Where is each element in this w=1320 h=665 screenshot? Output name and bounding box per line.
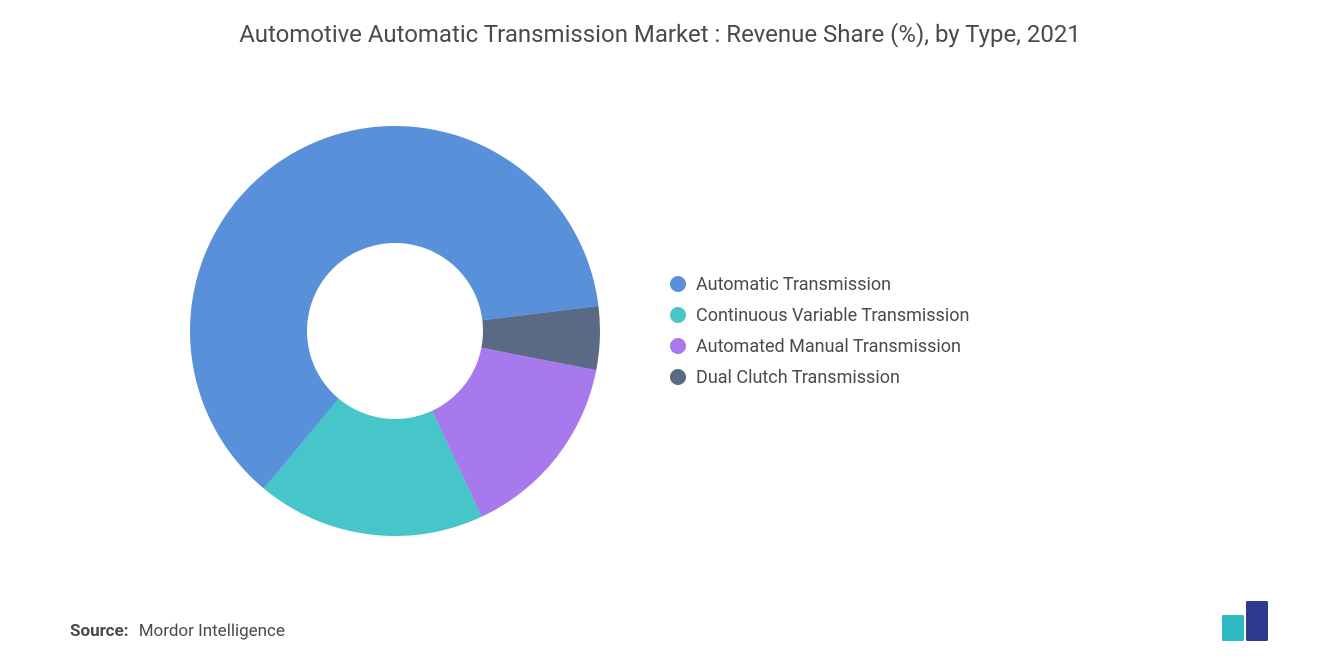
chart-row: Automatic Transmission Continuous Variabl… [40, 60, 1280, 601]
source-attribution: Source: Mordor Intelligence [70, 621, 285, 641]
legend: Automatic Transmission Continuous Variabl… [670, 274, 969, 388]
donut-svg [180, 116, 610, 546]
source-label: Source: [70, 621, 128, 641]
footer: Source: Mordor Intelligence [40, 601, 1280, 645]
source-value: Mordor Intelligence [139, 621, 285, 641]
legend-swatch [670, 307, 686, 323]
legend-item: Automated Manual Transmission [670, 336, 969, 357]
donut-chart [180, 116, 610, 546]
legend-label: Automated Manual Transmission [696, 336, 961, 357]
legend-swatch [670, 338, 686, 354]
legend-label: Dual Clutch Transmission [696, 367, 900, 388]
legend-label: Continuous Variable Transmission [696, 305, 969, 326]
legend-swatch [670, 276, 686, 292]
legend-item: Automatic Transmission [670, 274, 969, 295]
logo-icon [1222, 601, 1270, 641]
legend-item: Dual Clutch Transmission [670, 367, 969, 388]
brand-logo [1222, 601, 1270, 641]
legend-swatch [670, 369, 686, 385]
chart-title: Automotive Automatic Transmission Market… [239, 18, 1081, 50]
chart-container: Automotive Automatic Transmission Market… [0, 0, 1320, 665]
legend-label: Automatic Transmission [696, 274, 891, 295]
legend-item: Continuous Variable Transmission [670, 305, 969, 326]
